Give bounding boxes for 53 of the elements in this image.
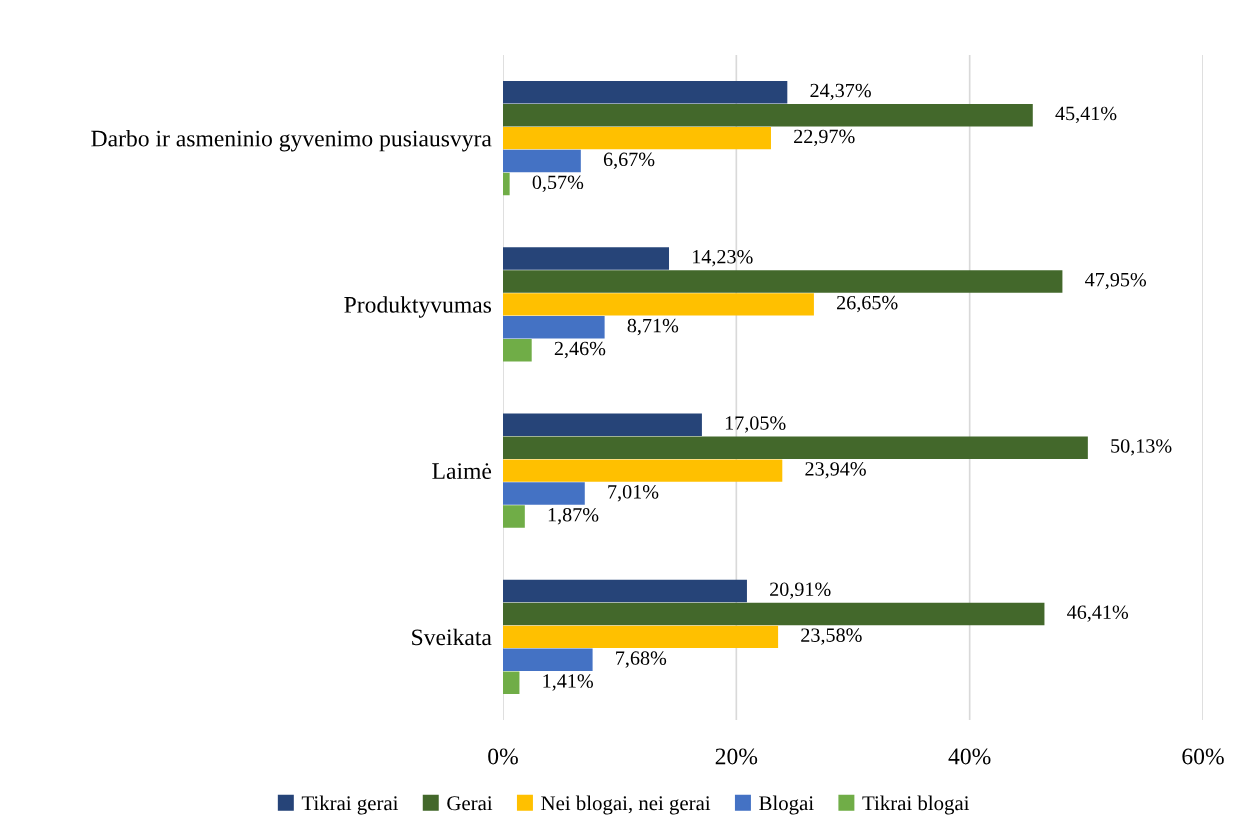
bar [503,482,585,505]
legend-label: Blogai [759,795,814,815]
data-label: 14,23% [693,249,753,267]
bar [503,339,532,362]
bar [503,293,814,316]
bar [503,505,525,528]
bar [503,413,702,436]
legend-label: Nei blogai, nei gerai [541,795,711,815]
legend-label: Tikrai blogai [862,795,970,815]
data-label: 1,41% [543,674,593,691]
x-tick-label: 0% [488,748,518,765]
data-label: 47,95% [1085,272,1147,290]
data-label: 23,58% [801,628,862,645]
data-label: 17,05% [725,416,786,433]
data-label: 24,37% [810,83,871,101]
bar [503,436,1088,459]
bar [503,103,1033,127]
bar [503,81,788,104]
data-label: 0,57% [532,175,584,192]
y-tick-label: Laimė [432,463,492,480]
y-tick-label: Darbo ir asmeninio gyvenimo pusiausvyra [91,129,492,152]
data-label: 23,94% [805,462,866,479]
bar [503,172,510,196]
data-label: 45,41% [1055,106,1117,124]
legend-label: Gerai [447,796,493,811]
x-tick-label: 40% [948,748,991,765]
bar [503,602,1045,626]
x-tick-label: 20% [715,748,758,765]
data-label: 1,87% [548,507,599,525]
data-label: 26,65% [837,295,898,313]
legend-label: Tikrai gerai [301,795,399,815]
data-label: 50,13% [1111,439,1172,456]
data-label: 7,68% [616,651,667,668]
data-label: 20,91% [770,582,831,599]
bar [503,126,771,150]
y-tick-label: Sveikata [412,628,492,646]
data-label: 8,71% [627,318,679,336]
bar [503,149,581,173]
bar [503,648,593,672]
y-tick-label: Produktyvumas [344,296,492,318]
data-label: 22,97% [794,129,855,147]
bar [503,671,520,694]
data-label: 2,46% [554,341,606,359]
bar [503,579,747,603]
x-tick-label: 60% [1182,748,1224,765]
bar [503,247,670,270]
bar [503,316,605,339]
bar [503,459,783,482]
bar [503,625,779,649]
data-label: 46,41% [1067,605,1129,622]
bar [503,270,1063,293]
data-label: 6,67% [603,152,655,170]
data-label: 7,01% [608,485,659,502]
